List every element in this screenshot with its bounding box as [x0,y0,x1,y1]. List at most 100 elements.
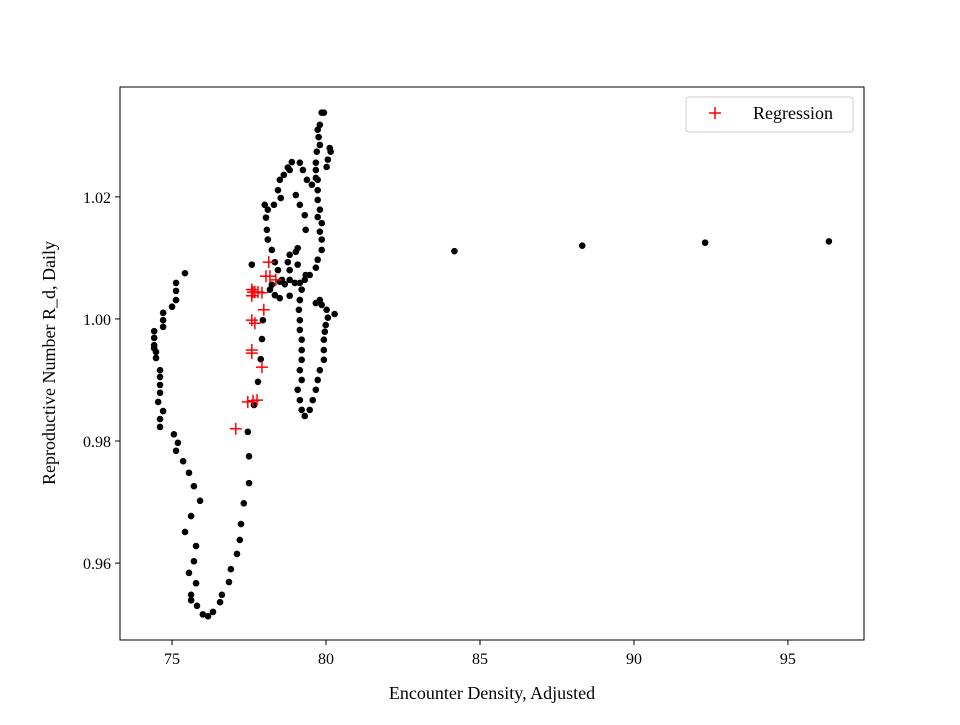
data-point [316,141,324,149]
data-point [204,612,212,620]
y-axis-ticks: 0.96 0.98 1.00 1.02 [83,190,120,573]
data-point [314,213,322,221]
regression-point [245,283,258,296]
data-point [276,294,284,302]
data-point [299,166,307,174]
data-point [320,346,328,354]
data-point [268,246,276,254]
data-point [152,348,160,356]
regression-point [248,317,261,330]
data-point [316,366,324,374]
data-point [278,276,286,284]
data-point [306,406,313,414]
data-point [172,296,180,304]
data-point [261,201,269,209]
data-point [296,159,304,166]
data-point [296,201,304,209]
data-point [168,303,176,311]
data-point [314,196,322,204]
data-point [259,316,267,324]
data-point [248,261,256,268]
data-point [298,376,305,384]
x-axis-ticks: 75 80 85 90 95 [164,640,796,668]
data-point [298,406,305,414]
data-point [298,336,305,343]
data-point [294,386,301,394]
legend-marker-plus-icon [709,107,721,119]
data-point [264,236,272,243]
regression-point [257,303,270,316]
x-tick-label: 75 [164,651,180,668]
x-tick-label: 90 [626,651,642,668]
data-point [245,452,253,460]
data-point [312,264,320,271]
data-point [296,326,304,334]
legend: Regression [685,96,854,133]
x-tick-label: 85 [472,651,488,668]
data-point [156,389,164,397]
data-point [156,366,164,374]
data-point [298,286,305,293]
data-point [286,266,293,274]
data-point [225,578,233,586]
data-point [315,133,322,141]
data-point [302,226,309,234]
regression-point [269,273,282,286]
data-point [314,376,322,384]
data-point [277,194,285,202]
data-point [301,412,309,420]
data-point [172,447,180,455]
data-point [245,479,253,487]
y-tick-label: 1.00 [83,312,111,329]
regression-point [245,314,258,327]
data-point [150,327,158,335]
data-point [296,366,304,374]
data-point [257,355,265,363]
y-tick-label: 1.02 [83,190,111,207]
regression-point [251,394,264,407]
data-point [263,226,271,234]
regression-point [248,286,261,299]
data-point [156,423,164,431]
data-point [320,356,328,364]
y-tick-label: 0.96 [83,556,111,573]
data-point [181,528,189,536]
data-point [314,126,322,134]
data-point [292,191,300,199]
data-point [284,164,292,171]
data-point [323,163,330,171]
data-point [181,269,189,277]
data-point [152,354,160,362]
data-point [258,335,266,343]
data-point [190,557,198,565]
data-point [270,201,278,209]
regression-point [255,361,268,374]
data-marks [150,109,833,620]
data-point [318,236,326,243]
data-point [154,398,162,406]
data-point [298,346,305,354]
data-point [312,159,320,166]
x-axis-label: Encounter Density, Adjusted [389,683,595,703]
data-point [271,258,279,266]
regression-point [229,422,242,435]
series-observed [150,109,833,620]
data-point [318,301,326,309]
data-point [159,316,167,324]
data-point [321,328,329,336]
data-point [298,356,305,364]
data-point [170,431,178,438]
data-point [159,323,167,331]
data-point [296,279,304,287]
data-point [280,171,288,179]
data-point [264,206,272,213]
legend-box [685,96,854,133]
data-point [291,279,299,287]
data-point [296,316,304,324]
data-point [451,247,458,255]
data-point [286,251,293,259]
data-point [286,276,293,284]
data-point [190,482,198,490]
data-point [185,469,193,477]
